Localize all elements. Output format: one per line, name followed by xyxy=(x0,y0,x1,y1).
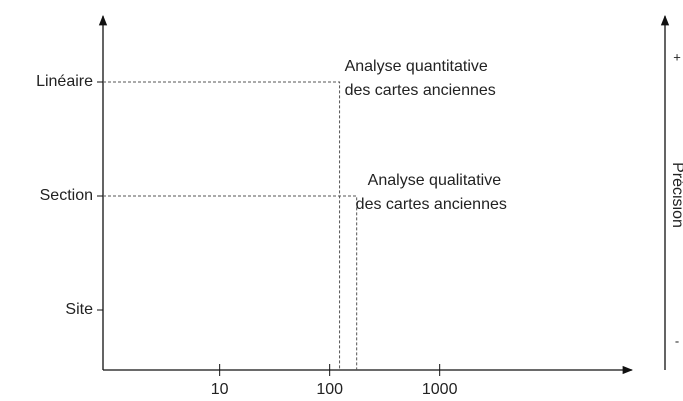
annotation: Analyse qualitative xyxy=(368,172,502,189)
guide-line xyxy=(103,195,358,370)
x-tick-label: 10 xyxy=(211,381,229,398)
y2-label: Précision xyxy=(669,162,683,228)
annotation: des cartes anciennes xyxy=(345,82,496,99)
x-tick-label: 100 xyxy=(316,381,343,398)
y2-bottom: - xyxy=(675,333,679,348)
y-tick-label: Section xyxy=(40,187,93,204)
annotation: des cartes anciennes xyxy=(356,196,507,213)
y2-top: + xyxy=(673,49,681,64)
annotation: Analyse quantitative xyxy=(345,58,488,75)
x-tick-label: 1000 xyxy=(422,381,458,398)
y-tick-label: Linéaire xyxy=(36,73,93,90)
guide-line xyxy=(103,81,341,370)
y-tick-label: Site xyxy=(65,301,93,318)
